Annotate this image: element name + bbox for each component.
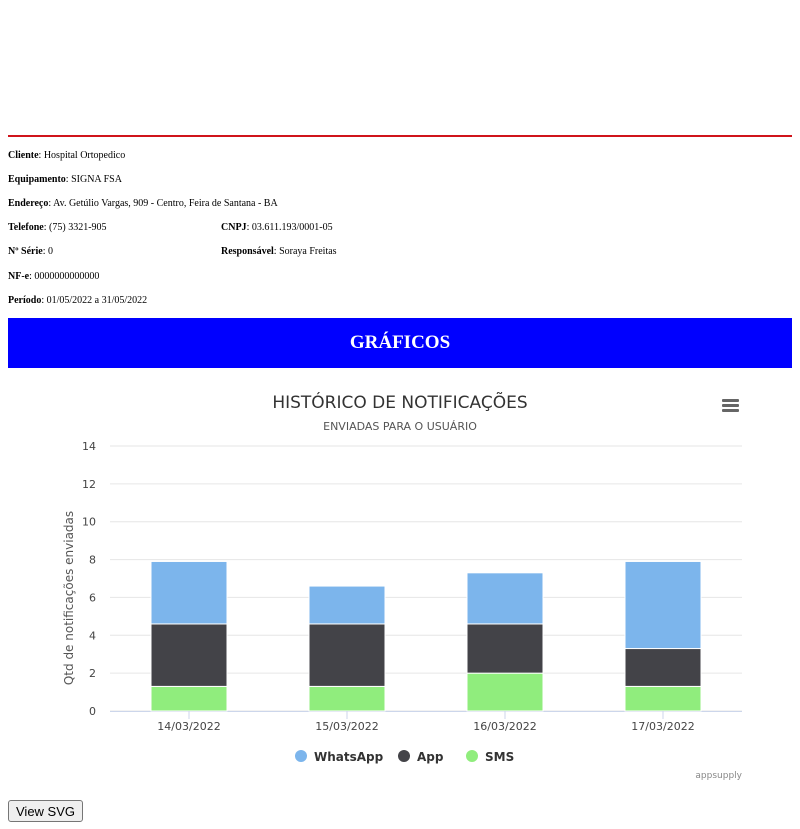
y-tick-label: 8 [89,554,96,567]
legend-label: App [417,750,444,764]
equipamento-value: SIGNA FSA [71,174,122,185]
chart-bars [150,560,702,712]
bar-whatsapp-0[interactable] [150,560,228,625]
bar-sms-1[interactable] [308,685,386,712]
legend-label: WhatsApp [314,750,384,764]
serie-label: Nº Série [8,246,43,257]
legend-item-sms[interactable]: SMS [466,750,514,764]
bar-app-3[interactable] [624,648,702,687]
legend-marker [295,750,307,762]
periodo-line: Período: 01/05/2022 a 31/05/2022 [8,295,148,306]
chart-title: HISTÓRICO DE NOTIFICAÇÕES [272,391,527,413]
x-tick-label: 16/03/2022 [473,720,536,733]
endereco-line: Endereço: Av. Getúlio Vargas, 909 - Cent… [8,198,278,209]
equipamento-label: Equipamento [8,174,66,185]
cliente-value: Hospital Ortopedico [43,150,126,161]
bar-sms-0[interactable] [150,685,228,712]
x-tick-label: 14/03/2022 [157,720,220,733]
y-tick-label: 14 [82,440,96,453]
bar-app-2[interactable] [466,623,544,674]
header-divider [8,135,792,137]
legend-label: SMS [485,750,514,764]
periodo-value: 01/05/2022 a 31/05/2022 [46,295,148,306]
bar-whatsapp-3[interactable] [624,560,702,650]
view-svg-button[interactable]: View SVG [8,800,84,822]
y-tick-label: 12 [82,478,96,491]
chart-subtitle: ENVIADAS PARA O USUÁRIO [323,420,477,433]
y-axis-label: Qtd de notificações enviadas [62,511,76,685]
responsavel-line: Responsável: Soraya Freitas [221,246,337,257]
endereco-label: Endereço [8,198,49,209]
telefone-label: Telefone [8,222,44,233]
cliente-label: Cliente [8,150,39,161]
nfe-value: 0000000000000 [34,271,100,282]
notifications-chart: HISTÓRICO DE NOTIFICAÇÕES ENVIADAS PARA … [8,378,792,788]
telefone-value: (75) 3321-905 [49,222,107,233]
serie-value: 0 [47,246,53,257]
bar-sms-2[interactable] [466,672,544,712]
chart-legend[interactable]: WhatsApp App SMS [295,750,514,764]
banner-title: GRÁFICOS [349,332,451,353]
telefone-line: Telefone: (75) 3321-905 [8,222,107,233]
y-axis-ticks: 0 2 4 6 8 10 12 14 [82,440,96,718]
equipamento-line: Equipamento: SIGNA FSA [8,174,122,185]
bar-sms-3[interactable] [624,685,702,712]
chart-svg: HISTÓRICO DE NOTIFICAÇÕES ENVIADAS PARA … [62,391,745,781]
x-tick-label: 15/03/2022 [315,720,378,733]
x-axis-ticks: 14/03/2022 15/03/2022 16/03/2022 17/03/2022 [157,711,695,733]
periodo-label: Período [8,295,42,306]
cnpj-value: 03.611.193/0001-05 [251,222,333,233]
y-tick-label: 0 [89,705,96,718]
y-tick-label: 10 [82,516,96,529]
bar-whatsapp-2[interactable] [466,572,544,625]
nfe-line: NF-e: 0000000000000 [8,271,100,282]
y-tick-label: 6 [89,591,96,604]
responsavel-label: Responsável [221,246,274,257]
responsavel-value: Soraya Freitas [279,246,337,257]
legend-marker [398,750,410,762]
serie-line: Nº Série: 0 [8,246,53,257]
y-tick-label: 2 [89,667,96,680]
nfe-label: NF-e [8,271,30,282]
y-tick-label: 4 [89,629,96,642]
legend-item-whatsapp[interactable]: WhatsApp [295,750,384,764]
cliente-line: Cliente: Hospital Ortopedico [8,150,126,161]
bar-whatsapp-1[interactable] [308,585,386,625]
x-tick-label: 17/03/2022 [631,720,694,733]
bar-app-1[interactable] [308,623,386,687]
legend-marker [466,750,478,762]
graficos-banner: GRÁFICOS [8,318,792,368]
chart-credit: appsupply [695,771,742,781]
cnpj-line: CNPJ: 03.611.193/0001-05 [221,222,333,233]
cnpj-label: CNPJ [221,222,247,233]
endereco-value: Av. Getúlio Vargas, 909 - Centro, Feira … [53,198,278,209]
hamburger-menu-icon[interactable] [715,394,745,416]
bar-app-0[interactable] [150,623,228,687]
legend-item-app[interactable]: App [398,750,444,764]
